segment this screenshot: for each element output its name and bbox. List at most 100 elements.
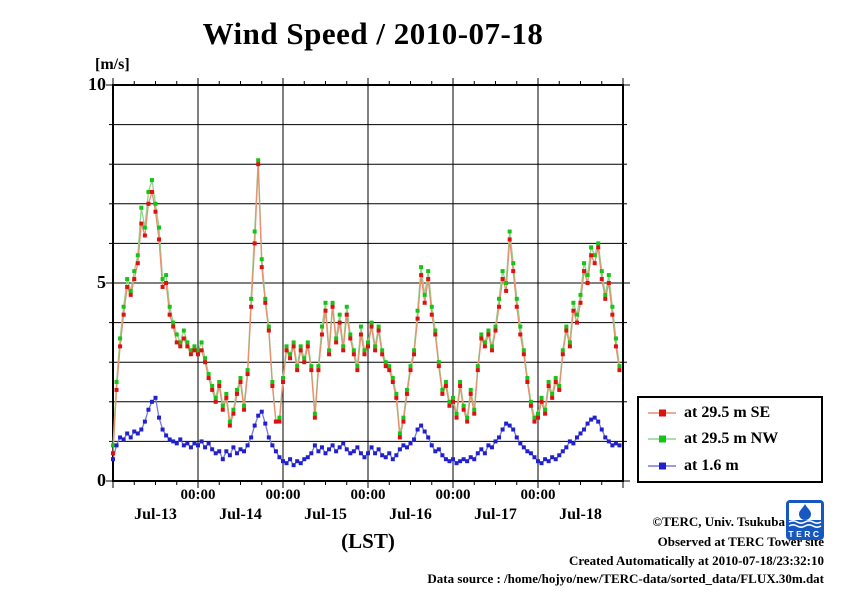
series-marker	[192, 441, 197, 446]
series-marker	[132, 269, 137, 274]
series-marker	[550, 395, 555, 400]
series-marker	[358, 451, 363, 456]
series-marker	[125, 284, 130, 289]
series-marker	[277, 415, 282, 420]
series-marker	[316, 364, 321, 369]
series-marker	[582, 269, 587, 274]
series-marker	[489, 445, 494, 450]
series-marker	[263, 296, 268, 301]
observed-at-text: Observed at TERC Tower site	[657, 534, 824, 549]
series-marker	[238, 447, 243, 452]
series-marker	[394, 395, 399, 400]
series-marker	[220, 403, 225, 408]
legend-marker-29m-nw-icon	[648, 435, 676, 443]
series-marker	[465, 419, 470, 424]
series-marker	[337, 320, 342, 325]
series-marker	[617, 443, 622, 448]
series-marker	[270, 383, 275, 388]
series-marker	[114, 443, 119, 448]
series-marker	[330, 300, 335, 305]
series-marker	[613, 336, 618, 341]
copyright-text: ©TERC, Univ. Tsukuba	[652, 514, 785, 529]
series-marker	[546, 380, 551, 384]
day-label-jul-17: Jul-17	[474, 506, 517, 523]
series-marker	[401, 415, 406, 420]
series-marker	[121, 304, 126, 309]
series-marker	[426, 277, 431, 282]
series-marker	[610, 312, 615, 317]
series-marker	[171, 439, 176, 444]
series-marker	[557, 453, 562, 458]
series-marker	[327, 447, 332, 452]
series-marker	[479, 447, 484, 452]
series-marker	[358, 324, 363, 329]
series-marker	[451, 395, 455, 400]
series-marker	[284, 461, 289, 466]
series-marker	[613, 441, 618, 446]
series-marker	[497, 296, 502, 301]
series-marker	[366, 340, 370, 345]
series-marker	[224, 449, 229, 454]
series-marker	[242, 449, 247, 454]
series-marker	[525, 449, 530, 454]
series-marker	[419, 265, 424, 270]
series-marker	[613, 344, 618, 349]
series-marker	[550, 391, 555, 396]
series-marker	[383, 360, 388, 365]
series-marker	[334, 449, 339, 454]
series-marker	[511, 269, 516, 274]
series-marker	[312, 443, 317, 448]
series-marker	[564, 445, 569, 450]
series-marker	[433, 328, 438, 333]
series-marker	[443, 457, 448, 462]
series-marker	[606, 281, 611, 285]
series-marker	[582, 427, 587, 432]
series-marker	[327, 352, 332, 357]
series-marker	[528, 451, 533, 456]
y-axis-unit-label: [m/s]	[95, 56, 130, 73]
series-marker	[111, 457, 115, 462]
series-marker	[135, 431, 140, 436]
series-marker	[153, 201, 158, 206]
series-marker	[196, 352, 200, 357]
series-marker	[536, 415, 540, 420]
series-marker	[419, 273, 424, 278]
series-marker	[316, 449, 321, 454]
series-marker	[472, 411, 477, 416]
series-marker	[210, 383, 215, 388]
series-marker	[539, 399, 544, 404]
series-marker	[121, 437, 126, 442]
series-marker	[436, 364, 441, 369]
series-marker	[242, 403, 247, 408]
series-marker	[528, 403, 533, 408]
series-marker	[567, 439, 572, 444]
legend-label-1-6m: at 1.6 m	[684, 456, 739, 474]
series-marker	[532, 455, 537, 460]
series-marker	[592, 253, 597, 258]
legend-marker-29m-se-icon	[648, 409, 676, 417]
series-marker	[288, 457, 293, 462]
series-marker	[610, 443, 615, 448]
series-marker	[305, 344, 310, 349]
series-marker	[397, 431, 402, 436]
series-marker	[344, 312, 349, 317]
series-marker	[504, 281, 509, 285]
series-marker	[302, 356, 307, 361]
series-marker	[291, 344, 296, 349]
series-marker	[259, 265, 264, 270]
series-marker	[309, 364, 314, 369]
series-marker	[373, 344, 378, 349]
series-marker	[532, 419, 537, 424]
series-marker	[227, 419, 232, 424]
series-marker	[504, 288, 509, 293]
series-marker	[217, 380, 222, 384]
y-tick-label-5: 5	[97, 272, 106, 292]
series-marker	[397, 435, 402, 440]
series-marker	[574, 312, 579, 317]
series-marker	[521, 445, 526, 450]
series-marker	[203, 360, 208, 365]
series-marker	[493, 439, 498, 444]
series-marker	[373, 451, 378, 456]
series-marker	[153, 395, 158, 400]
series-marker	[277, 419, 282, 424]
